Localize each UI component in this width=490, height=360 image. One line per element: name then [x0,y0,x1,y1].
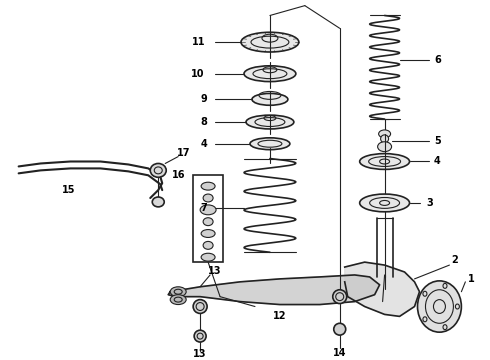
Text: 16: 16 [172,170,185,180]
Ellipse shape [201,230,215,238]
Ellipse shape [193,300,207,314]
Ellipse shape [250,138,290,150]
Text: 8: 8 [200,117,207,127]
Text: 2: 2 [451,255,458,265]
Ellipse shape [379,130,391,138]
Ellipse shape [360,154,410,170]
Ellipse shape [201,182,215,190]
Text: 9: 9 [200,94,207,104]
Ellipse shape [241,32,299,52]
Ellipse shape [201,253,215,261]
Ellipse shape [200,205,216,215]
Text: 6: 6 [434,55,441,65]
Ellipse shape [417,281,462,332]
Text: 4: 4 [200,139,207,149]
Ellipse shape [150,163,166,177]
Ellipse shape [378,142,392,152]
Polygon shape [345,262,419,316]
Text: 7: 7 [200,203,207,213]
Text: 4: 4 [434,157,441,166]
Ellipse shape [381,135,389,143]
Ellipse shape [244,66,296,82]
Ellipse shape [246,115,294,129]
Text: 12: 12 [273,311,287,321]
Text: 15: 15 [62,185,75,195]
Ellipse shape [152,197,164,207]
Ellipse shape [203,218,213,226]
Ellipse shape [334,323,346,335]
Text: 1: 1 [468,274,475,284]
Ellipse shape [203,242,213,249]
Text: 3: 3 [426,198,433,208]
Ellipse shape [170,295,186,305]
Ellipse shape [360,194,410,212]
Text: 17: 17 [177,148,191,158]
Text: 11: 11 [192,37,205,47]
Text: 5: 5 [434,136,441,146]
Ellipse shape [333,290,347,303]
Ellipse shape [252,94,288,105]
Text: 13: 13 [208,266,222,276]
Ellipse shape [203,194,213,202]
Ellipse shape [170,287,186,297]
Text: 10: 10 [191,69,204,79]
Text: 13: 13 [194,349,207,359]
Ellipse shape [194,330,206,342]
Polygon shape [168,275,380,305]
Text: 14: 14 [333,348,346,358]
Bar [193,175,223,262]
